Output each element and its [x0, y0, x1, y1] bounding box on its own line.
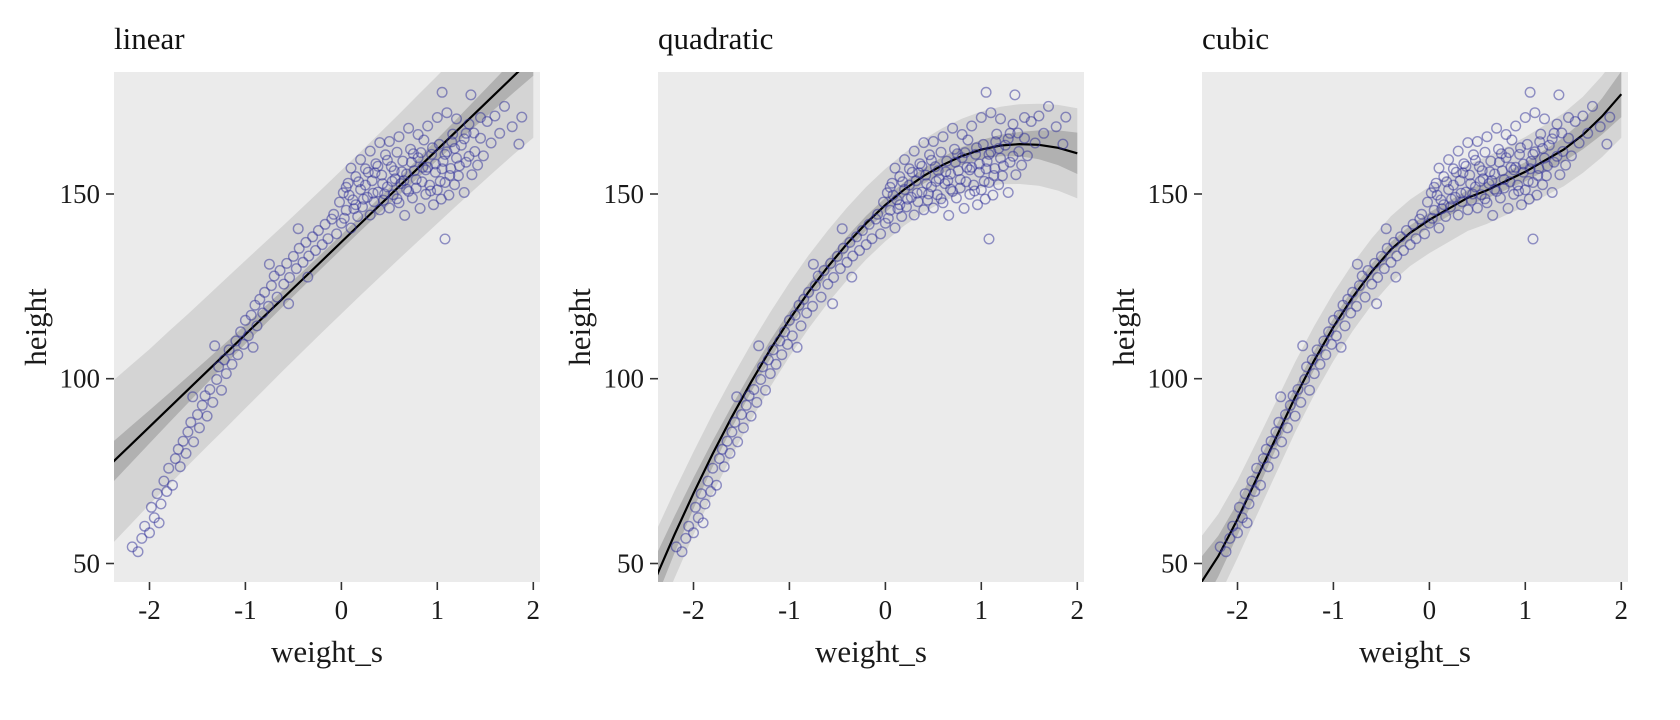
y-axis-label: height [18, 288, 53, 366]
x-tick-label: -1 [1322, 595, 1345, 625]
chart-canvas-linear: -2 -1 0 1 2 50 100 150 weight_s height [18, 72, 541, 669]
y-tick-label: 100 [60, 364, 101, 394]
panel-quadratic: quadratic -2 -1 0 1 2 50 100 150 weight_s height [562, 21, 1096, 670]
y-tick-label: 100 [1148, 364, 1189, 394]
y-tick-label: 100 [604, 364, 645, 394]
x-tick-label: 1 [1519, 595, 1533, 625]
x-axis-label: weight_s [271, 634, 383, 669]
x-tick-label: -2 [1226, 595, 1249, 625]
x-tick-label: 1 [431, 595, 445, 625]
x-tick-label: 0 [335, 595, 349, 625]
x-tick-label: 0 [879, 595, 893, 625]
y-tick-label: 150 [604, 179, 645, 209]
scatter-points [1214, 86, 1616, 558]
x-tick-label: -1 [778, 595, 801, 625]
x-axis-label: weight_s [815, 634, 927, 669]
x-tick-label: 1 [975, 595, 989, 625]
x-tick-label: -2 [682, 595, 705, 625]
x-tick-label: -2 [138, 595, 161, 625]
x-tick-label: -1 [234, 595, 257, 625]
x-axis-label: weight_s [1359, 634, 1471, 669]
x-tick-label: 2 [1615, 595, 1629, 625]
y-tick-label: 50 [1161, 549, 1188, 579]
y-tick-label: 50 [73, 549, 100, 579]
panel-title-cubic: cubic [1202, 21, 1270, 56]
y-tick-label: 50 [617, 549, 644, 579]
y-tick-label: 150 [1148, 179, 1189, 209]
x-tick-label: 0 [1423, 595, 1437, 625]
x-tick-label: 2 [1071, 595, 1085, 625]
panel-title-linear: linear [114, 21, 185, 56]
regression-figure: linear -2 -1 0 1 2 50 100 150 weight_s height qua… [18, 21, 1640, 670]
chart-canvas-cubic: -2 -1 0 1 2 50 100 150 weight_s height [1106, 72, 1629, 669]
y-axis-label: height [1106, 288, 1141, 366]
panel-linear: linear -2 -1 0 1 2 50 100 150 weight_s height [18, 21, 552, 670]
panel-cubic: cubic -2 -1 0 1 2 50 100 150 weight_s height [1106, 21, 1640, 670]
y-axis-label: height [562, 288, 597, 366]
x-tick-label: 2 [527, 595, 541, 625]
fit-line [114, 72, 520, 463]
scatter-points [126, 86, 528, 558]
chart-canvas-quadratic: -2 -1 0 1 2 50 100 150 weight_s height [562, 72, 1085, 669]
fit-line [658, 143, 1078, 576]
prediction-band [1202, 72, 1622, 583]
panel-title-quadratic: quadratic [658, 21, 774, 56]
scatter-points [670, 86, 1072, 558]
y-tick-label: 150 [60, 179, 101, 209]
